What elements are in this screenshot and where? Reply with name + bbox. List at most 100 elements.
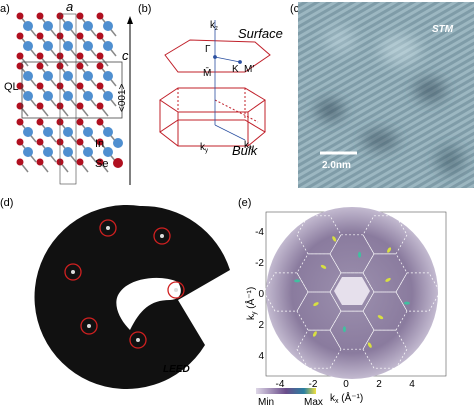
ky-label: ky <box>200 142 208 154</box>
in-atom <box>23 147 33 157</box>
se-atom <box>76 102 84 110</box>
x-tick-label: 0 <box>343 379 349 390</box>
se-atom <box>96 12 104 20</box>
y-tick-label: -2 <box>255 258 264 269</box>
in-atom <box>43 71 53 81</box>
se-atom <box>16 158 24 166</box>
se-atom <box>96 138 104 146</box>
crystal-structure <box>16 12 117 173</box>
se-atom <box>76 118 84 126</box>
in-atom <box>103 41 113 51</box>
se-atom <box>16 118 24 126</box>
scale-label: 2.0nm <box>322 160 351 171</box>
in-atom <box>103 147 113 157</box>
leed-title: LEED <box>163 364 190 375</box>
hex-cell <box>362 329 408 369</box>
y-tick-label: 0 <box>258 289 264 300</box>
se-atom <box>96 82 104 90</box>
x-axis-label: kx (Å⁻¹) <box>330 391 363 405</box>
se-atom <box>96 102 104 110</box>
bright-spot <box>367 342 372 348</box>
se-atom <box>16 62 24 70</box>
bright-spot <box>403 301 410 305</box>
se-atom <box>96 158 104 166</box>
in-atom <box>43 21 53 31</box>
x-tick-label: -2 <box>309 379 318 390</box>
se-atom <box>76 82 84 90</box>
in-atom <box>83 71 93 81</box>
panel-label: a) <box>0 3 10 15</box>
in-atom <box>63 41 73 51</box>
se-atom <box>36 32 44 40</box>
point-gamma: Γ <box>205 44 211 55</box>
ticks: -4 -2 0 2 4 -4 -2 0 2 4 <box>255 227 415 390</box>
in-atom <box>23 91 33 101</box>
direction-label: <001> <box>117 83 128 112</box>
arrow-head <box>127 16 133 24</box>
se-atom <box>36 52 44 60</box>
surface-label: Surface <box>238 26 283 41</box>
hex-cell <box>296 329 342 369</box>
in-atom <box>23 127 33 137</box>
brillouin-zone <box>159 39 271 147</box>
se-atom <box>36 12 44 20</box>
panel-label: (e) <box>238 197 251 209</box>
y-tick-label: 4 <box>258 351 264 362</box>
se-atom <box>16 138 24 146</box>
se-atom <box>36 118 44 126</box>
arpes-spots <box>294 236 410 348</box>
unit-cell <box>59 13 77 185</box>
x-tick-label: 4 <box>409 379 415 390</box>
se-atom <box>36 62 44 70</box>
x-tick-label: -4 <box>276 379 285 390</box>
in-atom <box>63 127 73 137</box>
legend-in: In <box>95 138 104 150</box>
panel-label: (b) <box>138 3 151 15</box>
beam-stop <box>116 277 181 330</box>
se-atom <box>76 158 84 166</box>
se-atom <box>36 138 44 146</box>
se-atom <box>96 62 104 70</box>
center-zone <box>334 277 370 305</box>
in-swatch <box>113 138 123 148</box>
y-tick-label: -4 <box>255 227 264 238</box>
in-atom <box>83 147 93 157</box>
in-atom <box>83 41 93 51</box>
legend-se: Se <box>95 158 108 170</box>
se-atom <box>76 62 84 70</box>
in-atom <box>43 147 53 157</box>
se-atom <box>96 52 104 60</box>
spot-dots <box>71 226 178 342</box>
se-atom <box>36 102 44 110</box>
hex-grid <box>263 215 441 369</box>
se-atom <box>96 32 104 40</box>
ql-label: QL <box>4 81 19 93</box>
in-atom <box>43 127 53 137</box>
in-atom <box>103 91 113 101</box>
in-atom <box>103 21 113 31</box>
in-atom <box>23 41 33 51</box>
c-label: c <box>122 48 129 63</box>
kz-label: kz <box>210 20 218 32</box>
colorbar-max: Max <box>304 397 323 408</box>
leed-spots <box>64 219 185 349</box>
in-atom <box>43 41 53 51</box>
bright-spot <box>377 315 384 320</box>
arpes-title: ARPES <box>401 363 437 374</box>
stm-title: STM <box>432 24 454 35</box>
bright-spot <box>294 279 301 283</box>
se-atom <box>16 12 24 20</box>
bright-spot <box>358 251 362 258</box>
x-tick-label: 2 <box>376 379 382 390</box>
in-atom <box>43 91 53 101</box>
in-atom <box>83 127 93 137</box>
colorbar <box>256 388 316 394</box>
se-swatch <box>113 158 123 168</box>
in-atom <box>63 147 73 157</box>
bright-spot <box>313 302 319 307</box>
se-atom <box>16 52 24 60</box>
in-atom <box>23 21 33 31</box>
bright-spot <box>387 247 392 253</box>
in-atom <box>63 71 73 81</box>
